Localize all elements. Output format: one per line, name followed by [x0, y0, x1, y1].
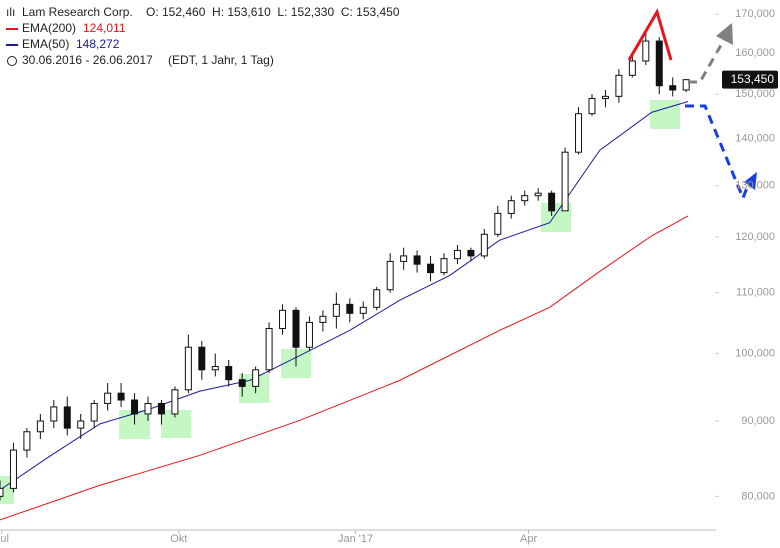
x-tick-label: Jul [0, 533, 9, 545]
y-tick-label: 100,000 [735, 348, 775, 360]
clock-icon [7, 56, 17, 66]
y-tick-label: 150,000 [735, 88, 775, 100]
highlight-boxes [0, 100, 680, 504]
candle-body [319, 315, 327, 323]
candle-body [265, 328, 273, 371]
candle-body [332, 303, 340, 317]
price-box [722, 70, 778, 89]
candle-body [36, 420, 44, 433]
candle-body [77, 420, 85, 429]
x-tick-label: Jan '17 [338, 533, 373, 545]
projection-up [688, 37, 727, 84]
candle-body [23, 431, 31, 451]
candle-body [104, 392, 112, 404]
icon: ılı [6, 5, 15, 19]
top-marker [627, 8, 673, 61]
candle-body [63, 406, 71, 429]
candle-body [305, 321, 313, 348]
candle-body [440, 258, 448, 274]
candle-body [548, 192, 556, 212]
candle-body [184, 346, 192, 391]
candle-body [642, 40, 650, 62]
candle-body [292, 309, 300, 348]
marks [0, 29, 690, 521]
candle-body [144, 402, 152, 415]
candle-body [427, 263, 435, 274]
candle-body [494, 212, 502, 235]
arrow-head [716, 23, 733, 45]
y-tick-label: 90,000 [741, 415, 775, 427]
candle-body [198, 346, 206, 371]
ohlc: O: 152,460 H: 153,610 L: 152,330 C: 153,… [146, 5, 400, 19]
candle-body [534, 192, 542, 197]
candle-body [386, 260, 394, 291]
arrow-head [744, 172, 757, 190]
x-tick-label: Apr [520, 533, 537, 545]
candle-body [400, 255, 408, 262]
y-tick-label: 120,000 [735, 231, 775, 243]
candle-body [117, 392, 125, 401]
x-tick-label: Okt [170, 533, 187, 545]
ema-line [0, 101, 689, 491]
candle-body [131, 399, 139, 415]
candle-body [467, 249, 475, 257]
candle-body [346, 303, 354, 314]
candle-body [211, 366, 219, 371]
candle-body [575, 113, 583, 153]
candle-body [601, 95, 609, 99]
candle-body [628, 60, 636, 76]
candle-body [279, 309, 287, 330]
ema-line [0, 215, 689, 521]
candle-body [9, 449, 17, 489]
y-tick-label: 170,000 [735, 8, 775, 20]
candle-body [669, 85, 677, 91]
candle-body [157, 402, 165, 415]
y-tick-label: 110,000 [736, 287, 775, 299]
candle-body [0, 487, 4, 497]
candle-body [588, 97, 596, 115]
chart-title: Lam Research Corp. [22, 5, 133, 19]
y-tick-label: 130,000 [735, 180, 775, 192]
candle-body [615, 74, 623, 97]
candle-body [413, 255, 421, 265]
legend-label: EMA(50) [22, 37, 69, 51]
candle-body [561, 151, 569, 212]
candle-body [521, 195, 529, 202]
highlight [161, 410, 191, 438]
legend-value: 148,272 [76, 37, 120, 51]
candle-body [225, 366, 233, 381]
candle-body [359, 306, 367, 314]
candle-body [50, 406, 58, 422]
y-tick-label: 80,000 [741, 490, 775, 502]
y-tick-label: 140,000 [735, 132, 775, 144]
candle-body [252, 369, 260, 387]
candle-body [238, 379, 246, 387]
candle-body [507, 200, 515, 214]
candle-body [480, 233, 488, 257]
legend-label: EMA(200) [22, 21, 76, 35]
y-tick-label: 160,000 [735, 47, 775, 59]
candle-body [453, 249, 461, 260]
candle-body [682, 79, 690, 91]
candle-body [90, 402, 98, 422]
price-label: 153,450 [731, 72, 775, 86]
candle-body [171, 389, 179, 415]
period: (EDT, 1 Jahr, 1 Tag) [168, 53, 274, 67]
legend-value: 124,011 [83, 21, 126, 35]
highlight [650, 100, 680, 129]
candle-body [373, 289, 381, 308]
date-range: 30.06.2016 - 26.06.2017 [22, 53, 153, 67]
candle-body [655, 40, 663, 87]
